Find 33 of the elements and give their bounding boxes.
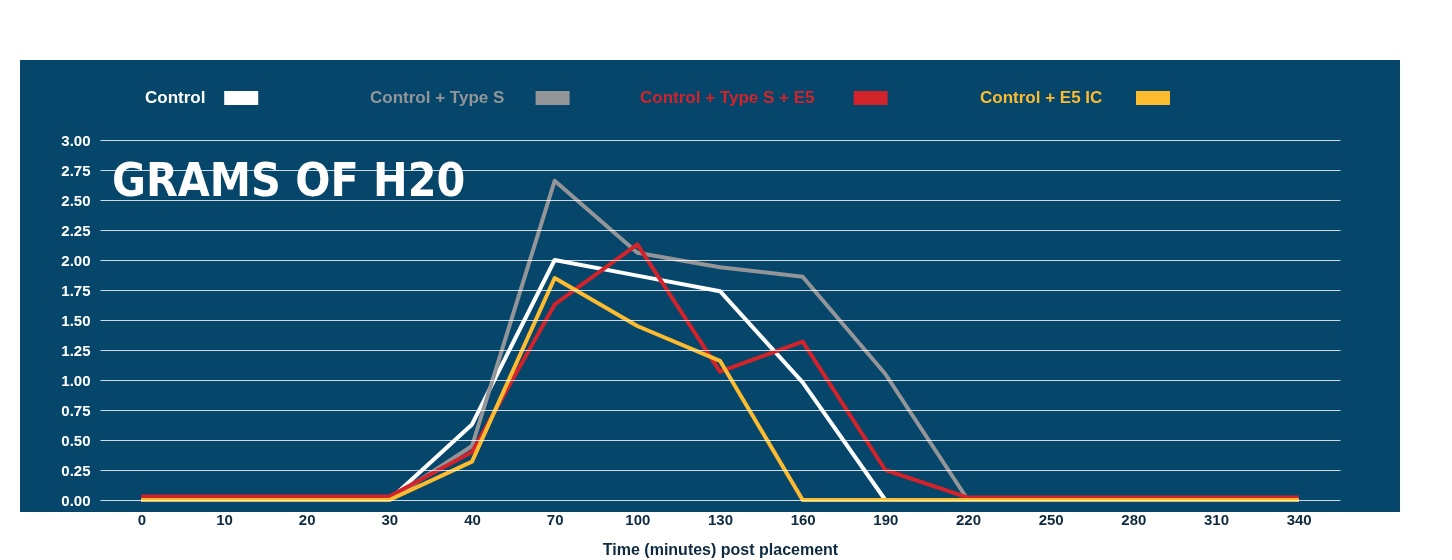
x-tick-label: 310: [1203, 510, 1230, 528]
y-tick-label: 0.75: [61, 401, 91, 419]
y-tick-label: 2.25: [61, 221, 91, 239]
x-tick-label: 190: [873, 510, 899, 528]
x-tick-label: 160: [790, 510, 816, 528]
y-tick-label: 1.25: [61, 341, 91, 359]
y-tick-label: 1.75: [61, 281, 91, 299]
y-tick-label: 3.00: [61, 131, 91, 149]
legend-label: Control + Type S: [370, 88, 505, 107]
legend-label: Control: [145, 88, 206, 107]
y-tick-label: 0.50: [61, 431, 91, 449]
x-tick-label: 40: [464, 510, 481, 528]
x-tick-label: 250: [1038, 510, 1064, 528]
legend-label: Control + E5 IC: [980, 88, 1103, 107]
x-tick-label: 10: [216, 510, 233, 528]
x-tick-label: 280: [1121, 510, 1147, 528]
x-tick-label: 130: [707, 510, 734, 528]
y-tick-label: 1.50: [61, 311, 91, 329]
x-tick-label: 340: [1286, 510, 1312, 528]
x-tick-label: 100: [625, 510, 651, 528]
x-tick-label: 70: [546, 510, 564, 528]
y-tick-label: 2.75: [61, 161, 91, 179]
x-tick-label: 0: [137, 510, 147, 528]
y-tick-label: 2.00: [61, 251, 91, 269]
legend-label: Control + Type S + E5: [640, 88, 815, 107]
y-tick-label: 0.25: [61, 461, 91, 479]
x-tick-label: 30: [381, 510, 399, 528]
x-tick-label: 220: [955, 510, 982, 528]
x-tick-label: 20: [298, 510, 316, 528]
y-tick-label: 0.00: [61, 491, 91, 509]
y-tick-label: 2.50: [61, 191, 91, 209]
x-axis-title: Time (minutes) post placement: [602, 540, 839, 558]
y-tick-label: 1.00: [61, 371, 91, 389]
